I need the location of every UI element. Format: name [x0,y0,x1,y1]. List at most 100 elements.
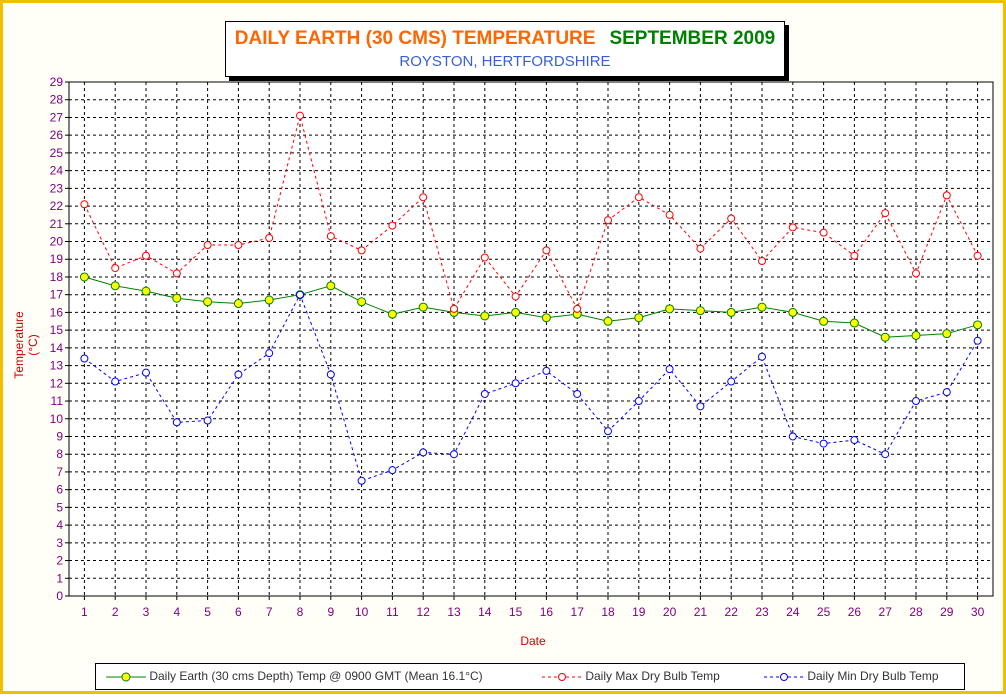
y-tick-label: 5 [56,500,63,514]
max-temp-point [973,251,982,260]
min-temp-point [788,432,797,441]
x-tick-label: 17 [571,605,585,619]
legend-max-line-icon [542,672,582,681]
earth-temp-point [203,297,213,307]
max-temp-point [265,233,274,242]
max-temp-point [912,269,920,278]
max-temp-point [419,193,428,202]
y-tick-label: 27 [50,110,64,124]
chart-subtitle: ROYSTON, HERTFORDSHIRE [399,53,611,70]
x-tick-label: 16 [540,605,554,619]
x-tick-label: 13 [447,605,461,619]
min-temp-point [912,397,920,406]
legend-item-earth: Daily Earth (30 cms Depth) Temp @ 0900 G… [106,669,483,683]
max-temp-point [850,251,859,260]
x-tick-label: 10 [355,605,369,619]
x-tick-label: 27 [879,605,893,619]
x-tick-label: 21 [694,605,708,619]
y-tick-label: 14 [50,341,64,355]
min-temp-point [357,476,366,485]
y-tick-label: 28 [50,93,64,107]
y-tick-label: 1 [56,571,63,585]
y-tick-label: 13 [50,359,64,373]
legend-min-line-icon [764,672,804,681]
min-temp-point [234,370,243,379]
min-temp-point [388,466,397,475]
y-tick-label: 8 [56,447,63,461]
earth-temp-point [480,311,490,321]
legend-item-max: Daily Max Dry Bulb Temp [542,669,720,683]
max-temp-point [881,209,890,218]
max-temp-point [634,193,643,202]
max-temp-point [388,221,397,230]
earth-temp-series-line [84,276,978,338]
y-tick-label: 9 [56,429,63,443]
earth-temp-point [634,313,644,323]
max-temp-point [80,200,89,209]
title-month: SEPTEMBER 2009 [609,28,776,49]
y-axis-title: Temperature (°C) [12,311,40,379]
max-temp-point [234,241,243,250]
x-tick-label: 5 [204,605,211,619]
x-tick-label: 29 [940,605,954,619]
min-temp-point [634,397,643,406]
min-temp-point [480,389,489,398]
min-temp-point [973,336,982,345]
min-temp-point [819,439,828,448]
earth-temp-point [819,316,829,326]
max-temp-point [696,244,705,253]
x-tick-label: 3 [143,605,150,619]
max-temp-point [819,228,828,237]
min-temp-point [850,436,859,445]
min-temp-point [573,389,582,398]
earth-temp-point [942,329,952,339]
max-temp-point [511,292,520,301]
x-tick-label: 18 [601,605,615,619]
x-axis-title: Date [520,634,546,648]
x-tick-label: 14 [478,605,492,619]
legend-earth-line-icon [106,672,146,682]
min-temp-point [604,427,612,436]
earth-temp-point [726,307,736,317]
x-tick-label: 23 [755,605,769,619]
min-temp-point [80,354,89,363]
y-tick-label: 0 [56,589,63,603]
x-tick-label: 12 [417,605,431,619]
x-tick-label: 22 [725,605,739,619]
min-temp-point [326,370,335,379]
chart-title-box: DAILY EARTH (30 CMS) TEMPERATURE SEPTEMBE… [225,21,785,77]
max-temp-point [142,251,150,260]
legend-item-min: Daily Min Dry Bulb Temp [764,669,939,683]
earth-temp-point [757,302,767,312]
max-temp-point [480,253,489,262]
max-temp-point [727,214,736,223]
min-temp-point [942,388,951,397]
min-temp-point [172,418,181,427]
earth-temp-point [603,316,613,326]
max-temp-point [203,241,212,250]
x-tick-label: 30 [971,605,985,619]
legend: Daily Earth (30 cms Depth) Temp @ 0900 G… [95,663,965,690]
legend-earth-label: Daily Earth (30 cms Depth) Temp @ 0900 G… [149,669,483,683]
y-tick-label: 12 [50,376,64,390]
plot-area [68,81,994,597]
min-temp-point [203,416,212,425]
y-tick-label: 26 [50,128,64,142]
x-tick-label: 15 [509,605,523,619]
y-tick-label: 29 [50,75,64,89]
max-temp-point [357,246,366,255]
x-tick-label: 28 [909,605,923,619]
max-temp-point [111,264,120,273]
x-tick-label: 8 [297,605,304,619]
x-tick-label: 4 [173,605,180,619]
earth-temp-point [788,307,798,317]
legend-max-label: Daily Max Dry Bulb Temp [585,669,720,683]
chart-title: DAILY EARTH (30 CMS) TEMPERATURE SEPTEMBE… [226,28,784,50]
min-temp-point [665,365,674,374]
earth-temp-point [357,297,367,307]
max-temp-point [788,223,797,232]
min-temp-point [450,450,458,459]
earth-temp-point [110,281,120,291]
min-temp-point [111,377,120,386]
